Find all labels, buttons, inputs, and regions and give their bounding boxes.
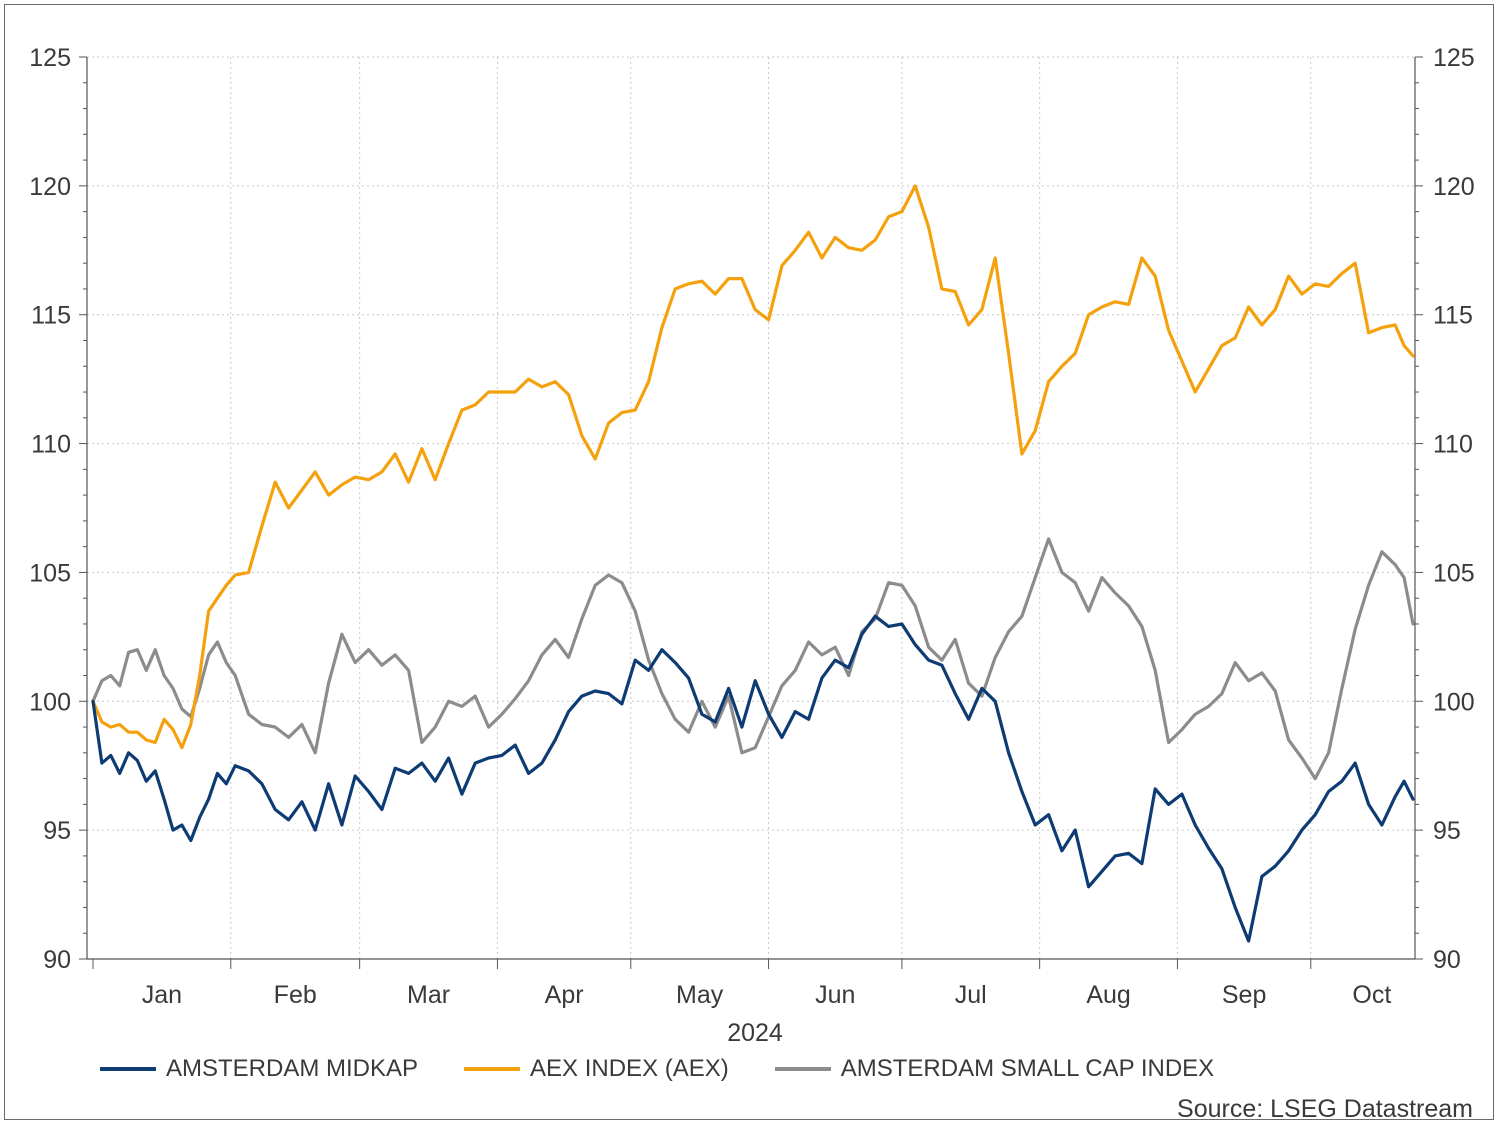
y-tick-label-left: 100	[29, 688, 71, 716]
line-chart: 90 90 95 95 100 100 105 105 110 110 115 115 120 120 12…	[29, 44, 1474, 1047]
y-tick-label-left: 90	[43, 946, 71, 974]
series-lines	[91, 184, 1415, 943]
y-tick-label-right: 100	[1433, 688, 1475, 716]
y-tick-label-left: 120	[29, 173, 71, 201]
legend-swatch-midkap	[100, 1067, 156, 1071]
legend-swatch-aex	[464, 1067, 521, 1071]
legend-label-midkap: AMSTERDAM MIDKAP	[166, 1055, 419, 1082]
y-tick-label-right: 105	[1433, 559, 1475, 587]
legend-item-smallcap: AMSTERDAM SMALL CAP INDEX	[774, 1055, 1215, 1083]
legend-item-midkap: AMSTERDAM MIDKAP	[100, 1055, 418, 1083]
y-tick-label-left: 125	[29, 44, 71, 72]
axes	[79, 56, 1423, 969]
series-line-midkap	[91, 614, 1415, 943]
legend-label-smallcap: AMSTERDAM SMALL CAP INDEX	[840, 1055, 1215, 1082]
x-tick-label: Mar	[407, 981, 450, 1009]
y-tick-label-left: 115	[31, 302, 71, 330]
x-axis-title: 2024	[727, 1019, 783, 1047]
x-tick-label: May	[676, 981, 724, 1009]
legend-item-aex: AEX INDEX (AEX)	[464, 1055, 729, 1083]
y-tick-label-right: 115	[1433, 302, 1473, 330]
y-tick-label-right: 125	[1433, 44, 1475, 72]
y-tick-label-left: 110	[31, 431, 71, 459]
x-tick-label: Sep	[1222, 981, 1266, 1009]
y-tick-label-left: 105	[29, 559, 71, 587]
y-tick-label-right: 90	[1433, 946, 1461, 974]
chart-frame: 90 90 95 95 100 100 105 105 110 110 115 115 120 120 12…	[4, 4, 1494, 1123]
y-tick-label-left: 95	[43, 817, 71, 845]
x-tick-label: Oct	[1352, 981, 1391, 1009]
x-tick-label: Aug	[1086, 981, 1130, 1009]
legend-swatch-smallcap	[774, 1067, 831, 1071]
x-tick-label: Jan	[142, 981, 182, 1009]
gridlines	[87, 56, 1415, 959]
x-tick-label: Jul	[955, 981, 987, 1009]
source-note: Source: LSEG Datastream	[1177, 1095, 1473, 1123]
x-tick-label: Feb	[274, 981, 317, 1009]
legend: AMSTERDAM MIDKAP AEX INDEX (AEX) AMSTERD…	[100, 1055, 1260, 1083]
x-tick-label: Jun	[815, 981, 855, 1009]
y-tick-label-right: 110	[1433, 431, 1473, 459]
y-tick-label-right: 95	[1433, 817, 1461, 845]
x-tick-label: Apr	[545, 981, 584, 1009]
y-tick-label-right: 120	[1433, 173, 1475, 201]
series-line-smallcap	[91, 537, 1415, 781]
series-line-aex	[91, 184, 1415, 750]
legend-label-aex: AEX INDEX (AEX)	[530, 1055, 729, 1082]
tick-labels: 90 90 95 95 100 100 105 105 110 110 115 115 120 120 12…	[29, 44, 1474, 1047]
